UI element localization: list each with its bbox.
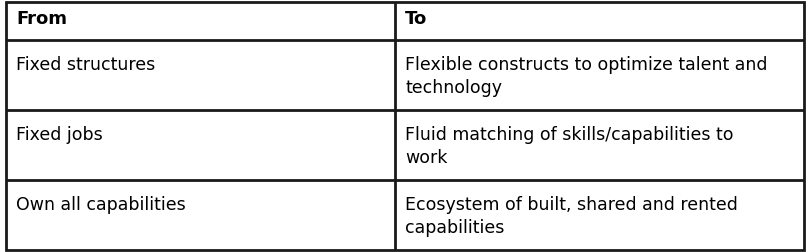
Text: Flexible constructs to optimize talent and
technology: Flexible constructs to optimize talent a… bbox=[405, 56, 768, 97]
Text: Ecosystem of built, shared and rented
capabilities: Ecosystem of built, shared and rented ca… bbox=[405, 196, 738, 237]
Text: From: From bbox=[16, 11, 67, 28]
Text: Fixed structures: Fixed structures bbox=[16, 56, 156, 74]
Text: To: To bbox=[405, 11, 428, 28]
Text: Fixed jobs: Fixed jobs bbox=[16, 126, 103, 144]
Text: Fluid matching of skills/capabilities to
work: Fluid matching of skills/capabilities to… bbox=[405, 126, 734, 167]
Text: Own all capabilities: Own all capabilities bbox=[16, 196, 186, 214]
